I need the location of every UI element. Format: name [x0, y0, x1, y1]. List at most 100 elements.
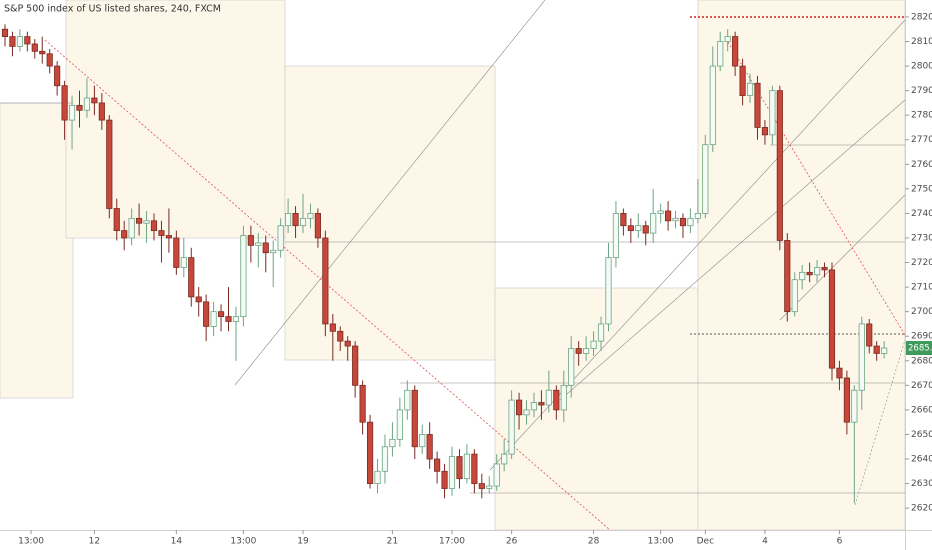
drawings	[0, 0, 906, 531]
candle-body	[657, 210, 664, 214]
candle-body	[664, 210, 672, 222]
candle-body	[486, 485, 493, 489]
candle-body	[732, 36, 739, 67]
candle-body	[821, 267, 828, 271]
candle-body	[314, 213, 321, 239]
candle-body	[814, 267, 821, 276]
candle-body	[493, 463, 500, 487]
candle-body	[612, 213, 620, 259]
candle-body	[858, 323, 865, 391]
candle-body	[597, 323, 605, 342]
candle-body	[523, 409, 530, 416]
x-tick-label: 13:00	[18, 537, 44, 547]
candle-body	[247, 235, 254, 246]
candle-body	[672, 217, 679, 222]
candle-body	[329, 323, 336, 332]
candle-body	[791, 279, 798, 313]
x-tick-label: 26	[506, 537, 518, 547]
candle-body	[158, 230, 165, 236]
candle-body	[91, 97, 98, 104]
candle-body	[217, 311, 225, 317]
trend-line	[854, 339, 906, 506]
y-tick-label: 2750	[911, 184, 932, 194]
candle-body	[255, 242, 262, 246]
candle-body	[761, 127, 769, 136]
y-tick-label: 2790	[911, 86, 932, 96]
candle-body	[344, 340, 351, 347]
candle-body	[441, 470, 448, 489]
y-tick-label: 2690	[911, 332, 932, 342]
candle-body	[784, 240, 791, 313]
candle-body	[828, 269, 836, 369]
candle-body	[359, 384, 366, 423]
candle-body	[270, 249, 277, 254]
candle-body	[404, 389, 411, 411]
candle-body	[307, 213, 314, 219]
y-tick-label: 2630	[911, 479, 932, 489]
candle-body	[560, 384, 567, 411]
last-price-label: 2685.2	[908, 344, 932, 354]
y-tick-label: 2660	[911, 405, 932, 415]
candle-body	[754, 82, 761, 128]
candle-body	[776, 90, 783, 241]
y-tick-label: 2640	[911, 455, 932, 465]
candle-body	[54, 65, 61, 87]
candle-body	[456, 456, 463, 480]
candle-body	[709, 65, 716, 146]
candle-body	[866, 323, 873, 347]
x-tick-label: 21	[387, 537, 398, 547]
y-tick-label: 2650	[911, 430, 932, 440]
y-tick-label: 2680	[911, 356, 932, 366]
candle-body	[98, 102, 105, 121]
candle-body	[605, 257, 612, 325]
candle-body	[396, 409, 403, 440]
candle-body	[478, 483, 485, 489]
zone	[0, 102, 74, 399]
candle-body	[627, 225, 634, 232]
candle-body	[530, 402, 538, 411]
candle-body	[515, 399, 523, 416]
candle-body	[292, 213, 299, 227]
candle-body	[434, 458, 441, 472]
candle-body	[851, 389, 858, 423]
candle-body	[508, 399, 515, 455]
y-tick-label: 2670	[911, 381, 932, 391]
y-tick-label: 2620	[911, 504, 932, 514]
candle-body	[195, 296, 202, 303]
candle-body	[739, 65, 746, 96]
last-price-box	[906, 341, 932, 356]
candle-body	[419, 434, 426, 448]
trend-line	[559, 99, 906, 401]
chart-title: S&P 500 index of US listed shares, 240, …	[4, 4, 221, 15]
candle-body	[642, 225, 649, 234]
candle-body	[128, 217, 135, 239]
y-tick-label: 2710	[911, 283, 932, 293]
zone	[494, 287, 699, 531]
candle-body	[366, 421, 374, 484]
candle-body	[583, 348, 590, 354]
candle-body	[806, 271, 813, 276]
x-tick-label: 13:00	[230, 537, 256, 547]
candle-body	[389, 438, 396, 448]
candle-body	[724, 36, 731, 42]
candle-body	[746, 82, 754, 96]
candle-body	[448, 456, 456, 489]
candle-body	[374, 470, 381, 484]
candle-body	[68, 104, 76, 121]
candle-body	[210, 311, 217, 327]
candle-body	[16, 36, 23, 47]
candle-body	[1, 28, 9, 37]
candle-body	[225, 316, 232, 322]
candle-body	[381, 446, 389, 472]
candle-body	[143, 220, 150, 224]
candle-body	[24, 36, 31, 45]
candle-body	[590, 340, 597, 349]
x-tick-label: 17:00	[439, 537, 465, 547]
candle-body	[553, 389, 560, 411]
candle-body	[61, 85, 68, 121]
candle-body	[881, 347, 888, 354]
y-tick-label: 2800	[911, 62, 932, 72]
trend-line	[234, 0, 546, 386]
candle-body	[136, 217, 143, 224]
